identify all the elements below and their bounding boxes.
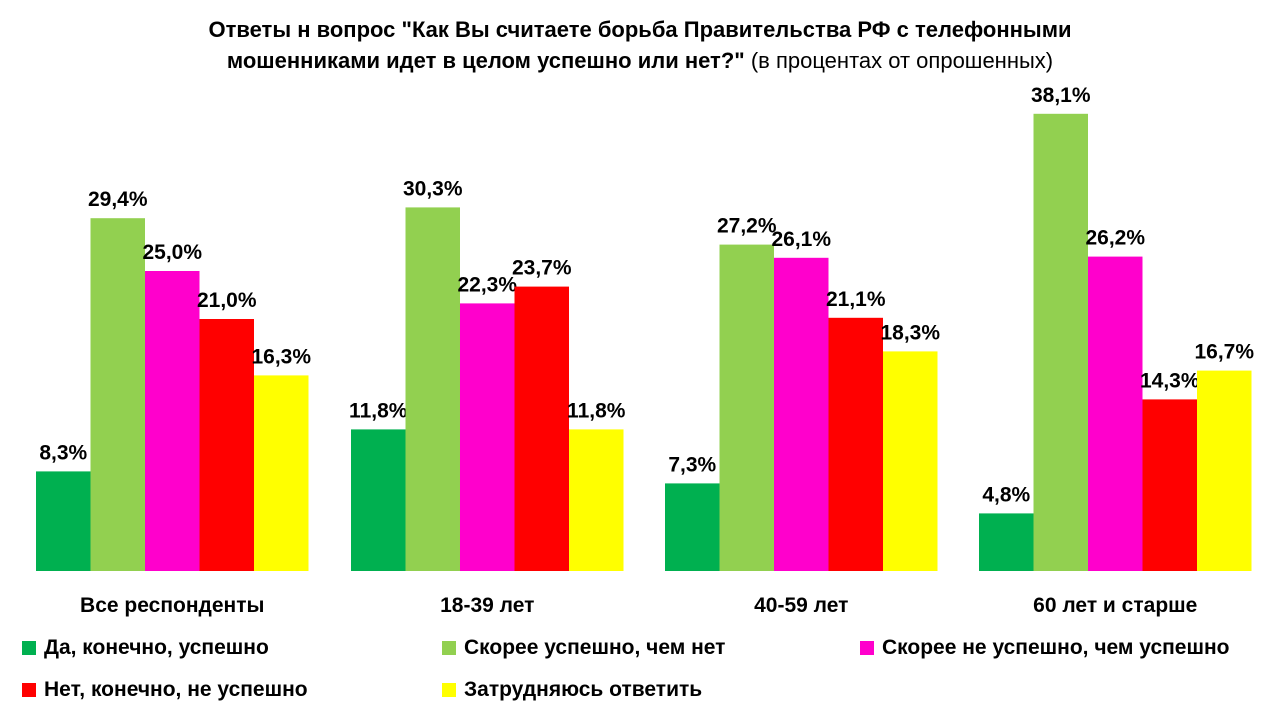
bar: [1142, 399, 1197, 571]
bar: [36, 471, 91, 571]
data-label: 4,8%: [982, 483, 1030, 506]
bar: [719, 244, 774, 571]
bar-chart: 8,3% 29,4% 25,0% 21,0% 16,3% Все респонденты 1…: [36, 84, 1254, 617]
data-label: 11,8%: [567, 399, 626, 422]
bar: [145, 271, 200, 571]
legend-swatch: [860, 641, 874, 655]
bar: [1088, 256, 1143, 571]
legend-item: Скорее не успешно, чем успешно: [860, 636, 1230, 660]
bar: [883, 351, 938, 571]
legend-item: Да, конечно, успешно: [22, 636, 269, 660]
data-label: 27,2%: [717, 215, 777, 238]
legend-item: Затрудняюсь ответить: [442, 678, 702, 702]
data-label: 21,0%: [197, 289, 257, 312]
legend-swatch: [22, 641, 36, 655]
data-label: 38,1%: [1031, 84, 1091, 107]
bar: [774, 257, 829, 571]
category-label: 40-59 лет: [754, 594, 848, 617]
data-label: 7,3%: [668, 453, 716, 476]
bar: [405, 207, 460, 571]
bar: [254, 375, 309, 571]
bar: [460, 303, 515, 571]
data-label: 14,3%: [1140, 369, 1200, 392]
legend-label: Да, конечно, успешно: [44, 636, 269, 659]
data-label: 29,4%: [88, 188, 148, 211]
title-line-2-normal: (в процентах от опрошенных): [744, 48, 1054, 73]
data-label: 11,8%: [349, 399, 408, 422]
title-line-1: Ответы н вопрос "Как Вы считаете борьба …: [208, 17, 1072, 42]
data-label: 8,3%: [39, 441, 87, 464]
category-label: 60 лет и старше: [1033, 594, 1197, 617]
data-label: 26,2%: [1085, 227, 1145, 250]
chart-title: Ответы н вопрос "Как Вы считаете борьба …: [0, 14, 1280, 76]
data-label: 18,3%: [880, 321, 940, 344]
title-line-2-bold: мошенниками идет в целом успешно или нет…: [226, 48, 745, 73]
bar: [199, 319, 254, 571]
legend-label: Затрудняюсь ответить: [464, 678, 703, 701]
bar: [90, 218, 145, 571]
category-label: 18-39 лет: [440, 594, 534, 617]
bar: [1033, 113, 1088, 572]
data-label: 16,7%: [1194, 341, 1254, 364]
legend-item: Нет, конечно, не успешно: [22, 678, 308, 702]
legend-swatch: [22, 683, 36, 697]
legend-swatch: [442, 683, 456, 697]
legend-item: Скорее успешно, чем нет: [442, 636, 725, 660]
bar: [828, 317, 883, 571]
bar: [514, 286, 569, 571]
bar: [665, 483, 720, 571]
bar: [351, 429, 406, 571]
bar: [569, 429, 624, 571]
data-label: 16,3%: [251, 345, 311, 368]
bar: [1197, 370, 1252, 571]
data-label: 26,1%: [771, 228, 831, 251]
data-label: 25,0%: [142, 241, 202, 264]
data-label: 23,7%: [512, 257, 572, 280]
category-label: Все респонденты: [80, 594, 264, 617]
data-label: 21,1%: [826, 288, 886, 311]
title-line-2: мошенниками идет в целом успешно или нет…: [0, 45, 1280, 76]
data-label: 22,3%: [457, 273, 517, 296]
bar: [979, 513, 1034, 571]
legend-label: Нет, конечно, не успешно: [44, 678, 308, 701]
legend-swatch: [442, 641, 456, 655]
legend-label: Скорее успешно, чем нет: [464, 636, 726, 659]
data-label: 30,3%: [403, 177, 463, 200]
legend-label: Скорее не успешно, чем успешно: [882, 636, 1230, 659]
